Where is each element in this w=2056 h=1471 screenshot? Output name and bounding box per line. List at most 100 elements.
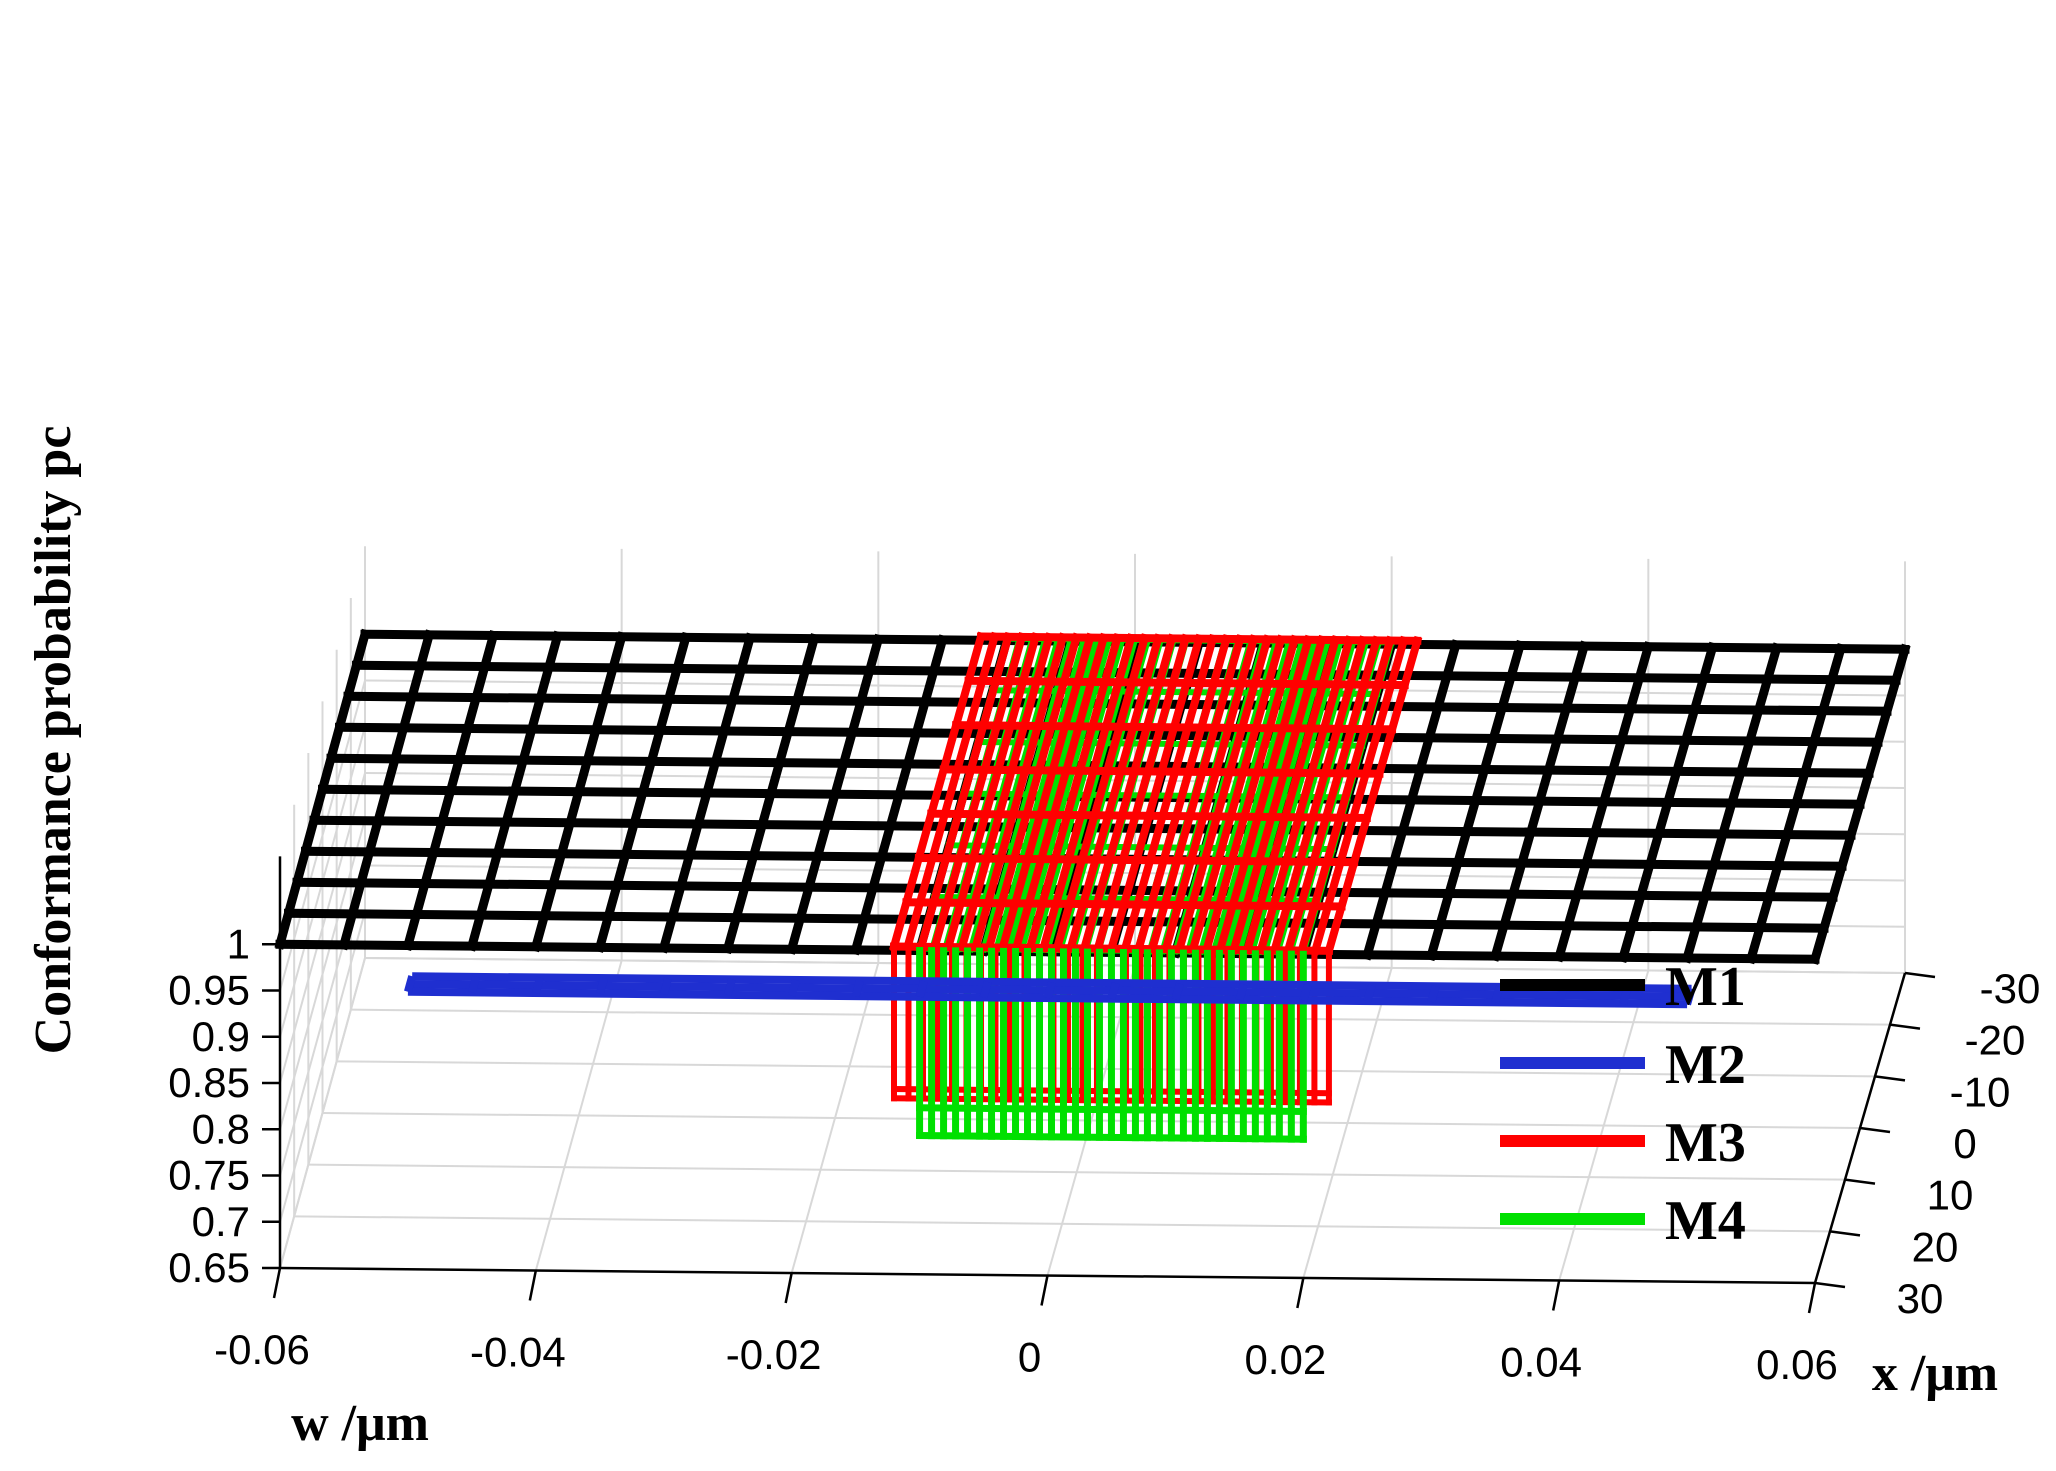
surface-m3-top-wline xyxy=(1242,635,1341,955)
surface-m3-top-wline xyxy=(929,632,1027,952)
w-tick-label: 0.02 xyxy=(1244,1336,1326,1383)
surface-m3-top-wline xyxy=(889,631,986,952)
surface-m3-top-wline xyxy=(1201,634,1300,955)
w-tick-mark xyxy=(1296,1277,1305,1309)
surface-m2-wline xyxy=(1299,983,1312,1002)
x-tick-mark xyxy=(1889,1023,1921,1030)
surface-m2-wline xyxy=(659,977,672,996)
w-tick-label: 0.06 xyxy=(1756,1341,1838,1388)
z-tick-label: 0.8 xyxy=(192,1105,250,1152)
surface-m3-top-wline xyxy=(997,632,1096,953)
surface-m2-wline xyxy=(1171,982,1184,1001)
surface-m2 xyxy=(404,972,1696,1009)
x-tick-mark xyxy=(1874,1075,1906,1082)
surface-m2-wline xyxy=(979,980,992,999)
surface-m3-top-wline xyxy=(970,632,1068,953)
surface-m3-top-wline xyxy=(1092,633,1191,954)
grid-line xyxy=(279,818,366,1130)
legend-label-m3: M3 xyxy=(1665,1112,1746,1174)
surface-m2-wline xyxy=(1683,987,1696,1006)
surface-m3-top-wline xyxy=(1174,634,1273,955)
surface-m3-top-wline xyxy=(1120,633,1218,954)
x-tick-label: 30 xyxy=(1897,1275,1944,1322)
surface-m2-wline xyxy=(1235,983,1248,1001)
grid-line xyxy=(279,957,366,1269)
surface-m2-wline xyxy=(851,979,864,998)
w-tick-mark xyxy=(272,1267,282,1299)
grid-line xyxy=(294,1215,1831,1233)
surface-m3-top-wline xyxy=(1296,635,1396,956)
legend-label-m2: M2 xyxy=(1665,1034,1746,1096)
surface-m3-top-wline xyxy=(1024,632,1123,953)
w-tick-label: 0 xyxy=(1018,1334,1041,1381)
w-tick-label: 0.04 xyxy=(1500,1339,1582,1386)
surface-m2-wline xyxy=(723,978,736,996)
z-tick-label: 1 xyxy=(227,920,250,967)
z-tick-label: 0.75 xyxy=(168,1152,250,1199)
x-tick-mark xyxy=(1904,971,1936,979)
z-tick-label: 0.9 xyxy=(192,1013,250,1060)
legend: M1 M2 M3 M4 xyxy=(1500,956,1746,1252)
z-tick-label: 0.85 xyxy=(168,1059,250,1106)
surface-m3-top-wline xyxy=(916,631,1014,952)
w-tick-mark xyxy=(1807,1282,1817,1314)
surface-m3-top-wline xyxy=(1106,633,1205,954)
surface-m4-drop-hline xyxy=(916,1104,1307,1116)
surface-m2-wline xyxy=(1043,981,1056,1000)
surface-m3-top-wline xyxy=(1052,633,1150,954)
surface-m2-wline xyxy=(404,975,417,993)
surface-m3-top-wline xyxy=(1269,635,1368,956)
x-tick-mark xyxy=(1829,1230,1861,1237)
legend-label-m4: M4 xyxy=(1665,1190,1746,1252)
legend-label-m1: M1 xyxy=(1665,956,1746,1018)
w-tick-label: -0.02 xyxy=(726,1331,822,1378)
surface-m3-top-wline xyxy=(1011,632,1109,953)
z-axis-label: Conformance probability pc xyxy=(25,426,82,1055)
surface-m3-top-wline xyxy=(1188,634,1286,955)
z-tick-label: 0.65 xyxy=(168,1244,250,1291)
x-tick-mark xyxy=(1859,1126,1891,1134)
w-tick-label: -0.04 xyxy=(470,1329,566,1376)
w-tick-mark xyxy=(1551,1280,1561,1311)
x-axis-label: x /μm xyxy=(1872,1345,1998,1402)
surface-m2-wline xyxy=(1427,985,1440,1003)
grid-line xyxy=(322,1112,1861,1129)
surface-m3-top-wline xyxy=(1323,635,1423,956)
surface-m3-top-xline xyxy=(927,809,1371,822)
x-tick-label: -30 xyxy=(1980,965,2041,1012)
surface-m3-top-wline xyxy=(1133,634,1232,954)
grid-line xyxy=(279,680,366,991)
surface-m3-top-xline xyxy=(952,721,1397,734)
surface-m3-top-wline xyxy=(984,632,1082,953)
z-tick-label: 0.95 xyxy=(168,967,250,1014)
surface-m3-top xyxy=(889,631,1423,956)
surface-m4-drop-hline xyxy=(916,1131,1307,1143)
w-tick-mark xyxy=(1040,1275,1049,1306)
surface-m3-top-wline xyxy=(1147,634,1246,955)
surface-m2-wline xyxy=(531,976,544,995)
surface-m3-top-wline xyxy=(902,631,1000,952)
surface-m2-wline xyxy=(1491,985,1504,1004)
w-tick-mark xyxy=(528,1270,538,1301)
surface-m3-top-wline xyxy=(1079,633,1177,954)
surface-m3-top-xline xyxy=(889,942,1333,955)
surface-m3-top-xline xyxy=(976,632,1422,645)
w-tick-mark xyxy=(784,1272,793,1304)
surface-m3-top-wline xyxy=(1065,633,1164,954)
grid-line xyxy=(336,1060,1876,1078)
surface-m3-top-xline xyxy=(939,765,1384,778)
grid-line xyxy=(308,1163,1846,1181)
x-tick-label: 10 xyxy=(1927,1172,1974,1219)
x-tick-mark xyxy=(1844,1178,1876,1185)
x-tick-label: -10 xyxy=(1950,1068,2011,1115)
axes: 0.650.70.750.80.850.90.951 -0.06 -0.04 -0.0… xyxy=(168,856,2040,1388)
surface-m2-wline xyxy=(915,980,928,998)
w-tick-label: -0.06 xyxy=(214,1326,310,1373)
surface-m2-wline xyxy=(787,978,800,997)
surface-m3-top-wline xyxy=(1256,635,1355,956)
surface-m2-wline xyxy=(1107,982,1120,1000)
x-tick-label: -20 xyxy=(1965,1017,2026,1064)
surface-m3-top-wline xyxy=(957,632,1055,953)
surface-m3-top-xline xyxy=(914,853,1359,867)
